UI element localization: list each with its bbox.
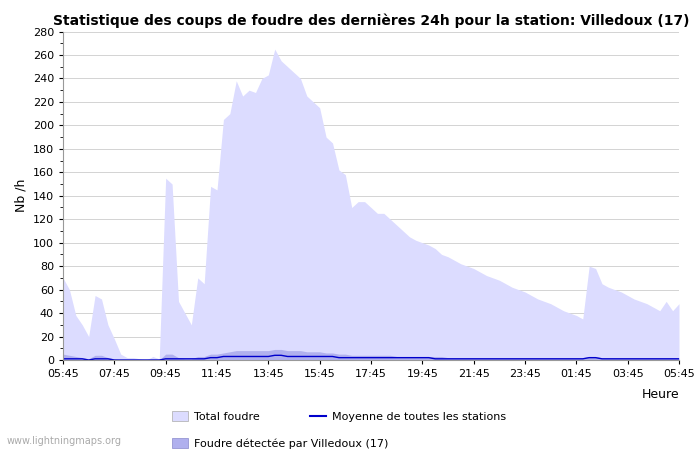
Title: Statistique des coups de foudre des dernières 24h pour la station: Villedoux (17: Statistique des coups de foudre des dern… [52,13,690,27]
Text: www.lightningmaps.org: www.lightningmaps.org [7,436,122,446]
Text: Heure: Heure [641,388,679,401]
Y-axis label: Nb /h: Nb /h [14,179,27,212]
Legend: Foudre détectée par Villedoux (17): Foudre détectée par Villedoux (17) [167,433,393,450]
